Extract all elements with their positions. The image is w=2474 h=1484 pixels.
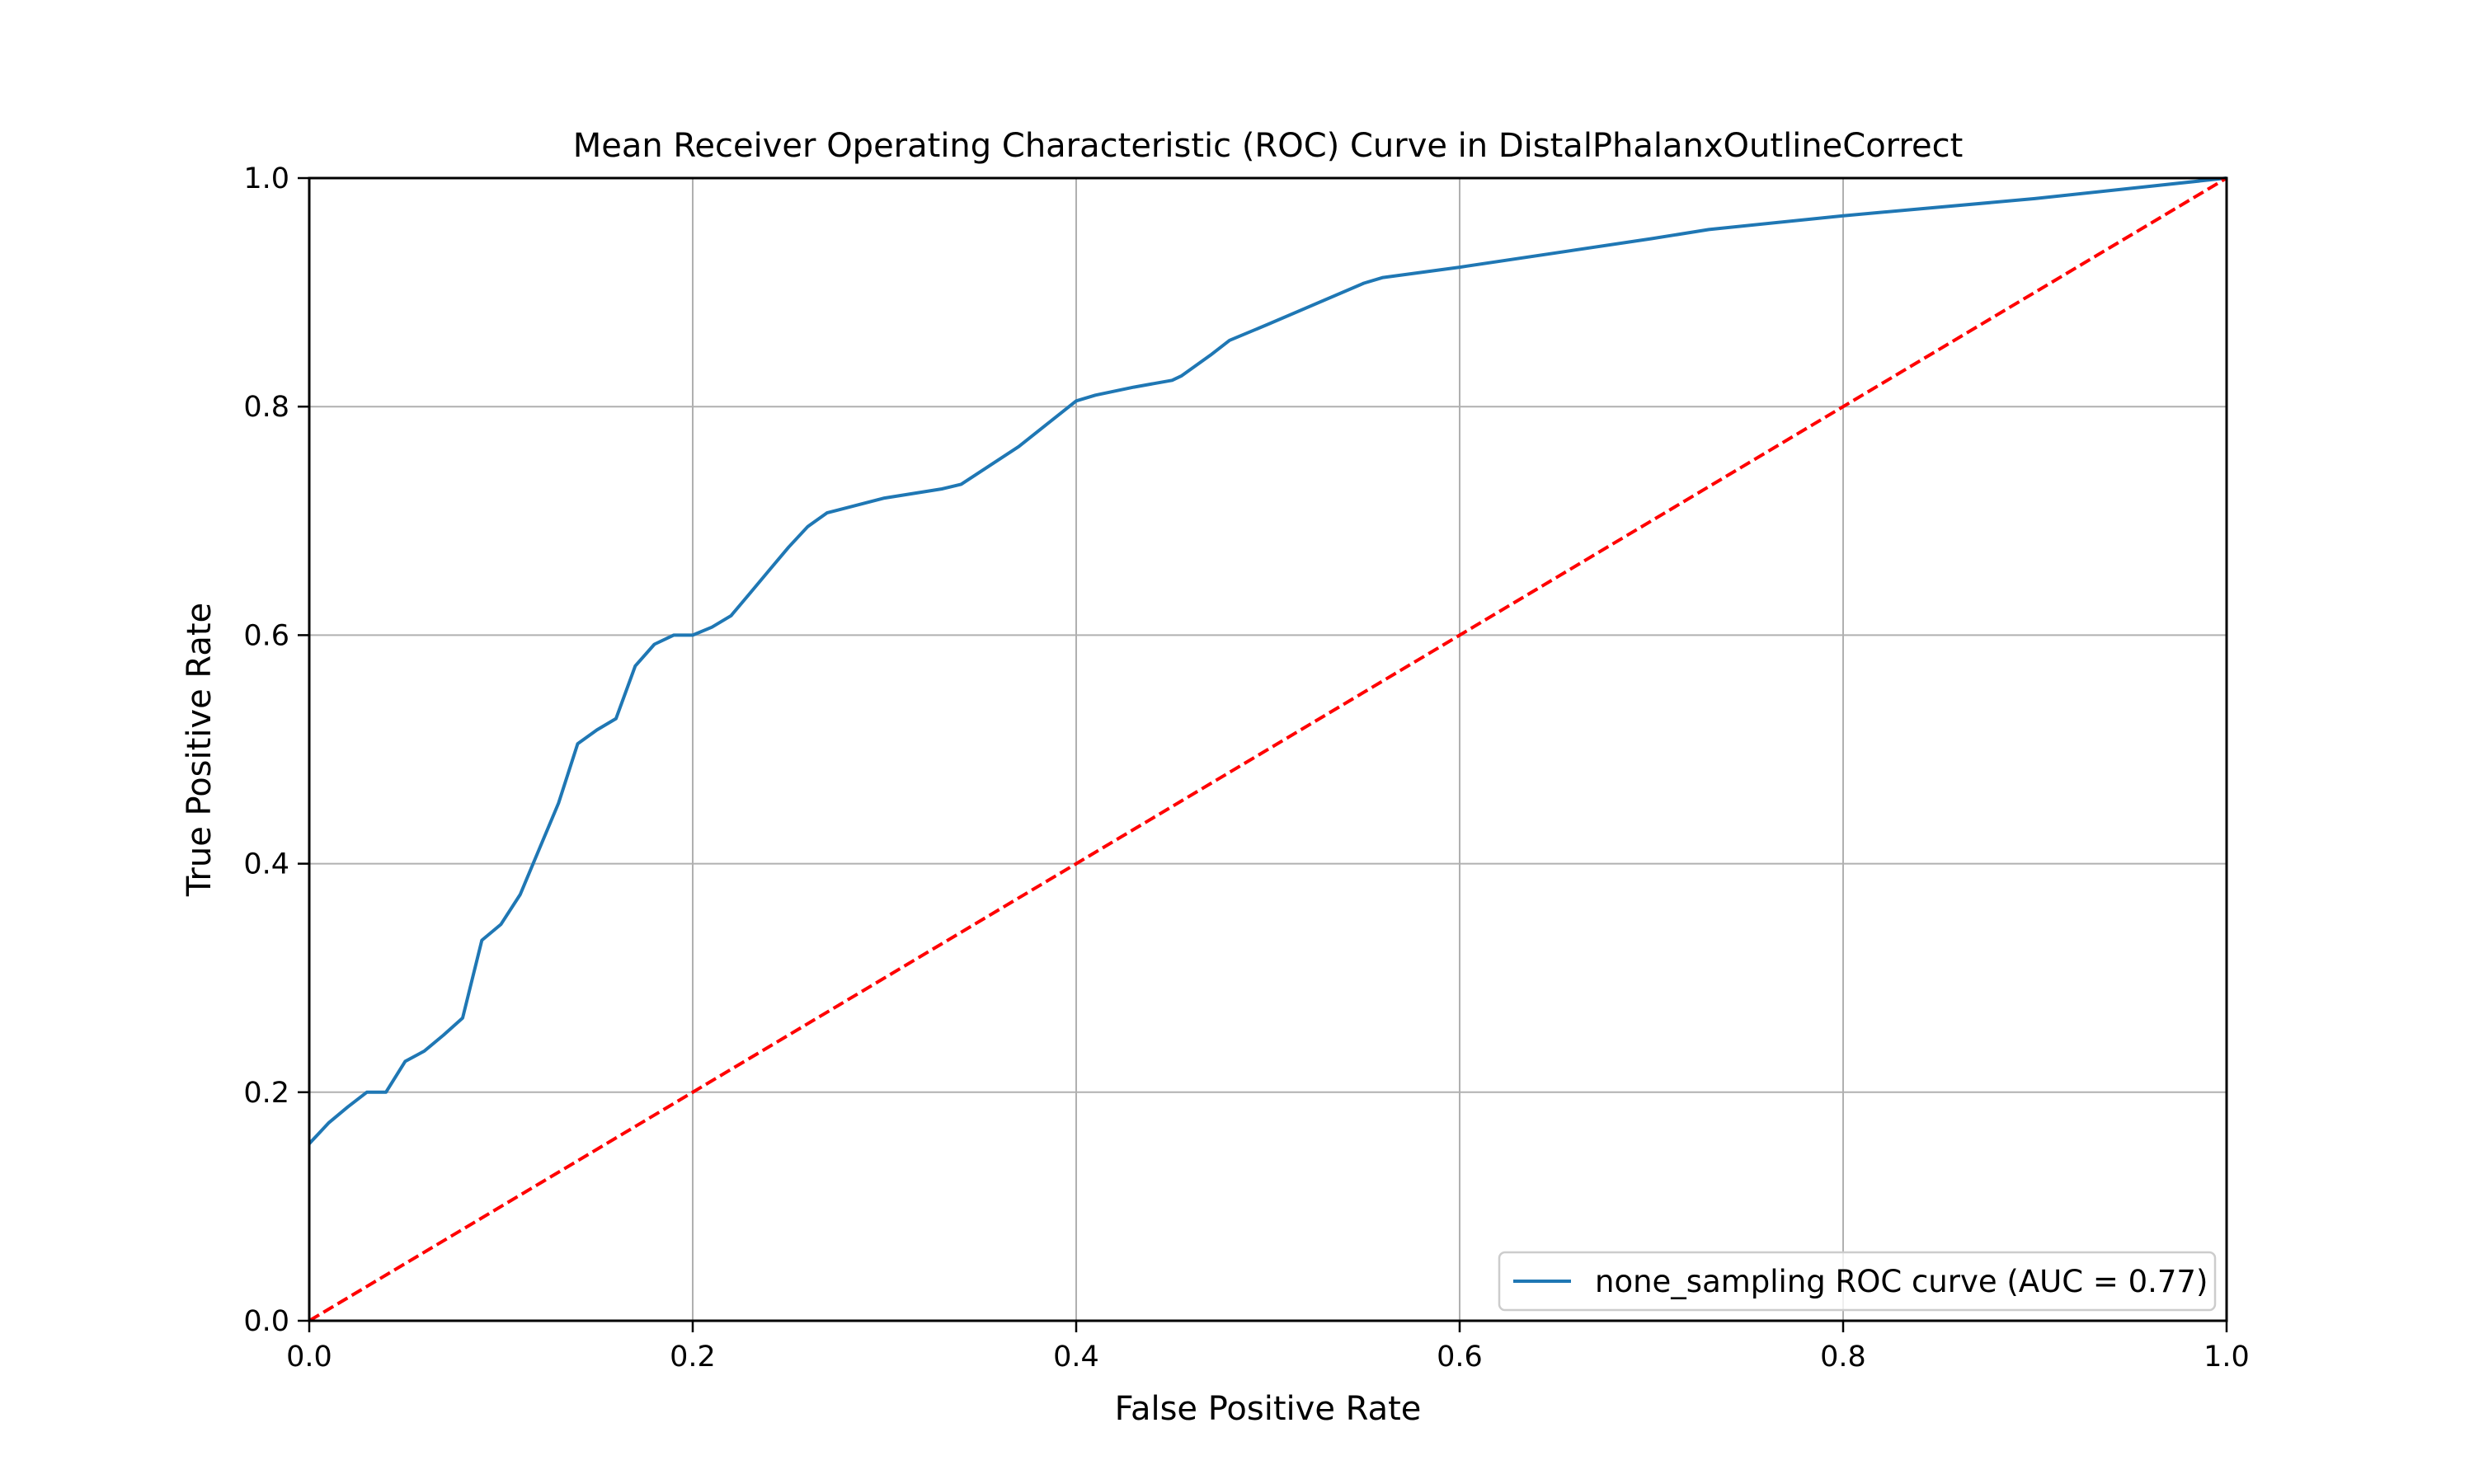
legend-box [1498,1251,2217,1312]
x-tick-label: 0.8 [1820,1341,1866,1374]
axis-ticks: 0.0 0.2 0.4 0.6 0.8 1.0 0.0 0.2 0.4 0.6 0.8 1.0 [243,162,2250,1374]
y-tick-label: 0.4 [243,848,289,881]
y-tick-label: 0.2 [243,1077,289,1110]
roc-curve-line [308,176,2227,1145]
y-axis-label: True Positive Rate [181,603,219,897]
legend: none_sampling ROC curve (AUC = 0.77) [1498,1251,2217,1312]
y-tick-label: 0.8 [243,391,289,424]
x-tick-label: 0.6 [1437,1341,1483,1374]
x-tick-label: 0.0 [286,1341,332,1374]
x-tick-label: 1.0 [2204,1341,2250,1374]
plot-lines [308,176,2228,1322]
y-tick-label: 0.0 [243,1305,289,1338]
chance-diagonal-line [308,176,2228,1322]
legend-entry-label: none_sampling ROC curve (AUC = 0.77) [1595,1264,2208,1299]
y-tick-label: 0.6 [243,619,289,652]
x-tick-label: 0.4 [1053,1341,1099,1374]
y-tick-label: 1.0 [243,162,289,195]
chart-title: Mean Receiver Operating Characteristic (… [573,127,1964,165]
series-1 [308,176,2228,1322]
x-tick-label: 0.2 [670,1341,716,1374]
plot-frame [308,176,2228,1322]
series-0 [308,176,2227,1145]
x-axis-label: False Positive Rate [1115,1390,1422,1428]
